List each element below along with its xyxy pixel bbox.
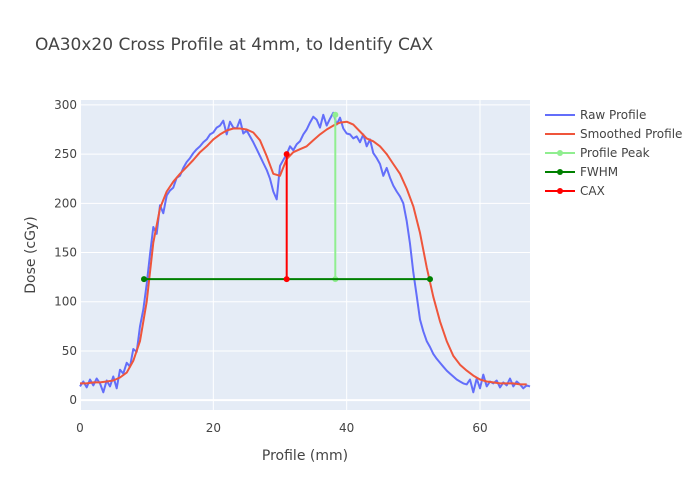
legend[interactable]: Raw Profile Smoothed Profile Profile Peak F… (545, 108, 682, 198)
marker-cax[interactable] (283, 151, 290, 158)
legend-label: Profile Peak (580, 146, 650, 160)
x-axis-title: Profile (mm) (262, 448, 348, 464)
legend-label: Raw Profile (580, 108, 646, 122)
chart-title: OA30x20 Cross Profile at 4mm, to Identif… (35, 35, 433, 55)
x-tick-label: 60 (472, 421, 487, 435)
y-tick-label: 150 (54, 246, 77, 260)
legend-item[interactable]: FWHM (545, 165, 618, 179)
series-line-smoothed-profile[interactable] (80, 120, 527, 386)
legend-label: FWHM (580, 165, 618, 179)
marker-fwhm[interactable] (427, 276, 433, 283)
series-layer (79, 111, 531, 394)
legend-item[interactable]: Smoothed Profile (545, 127, 682, 141)
legend-marker (557, 150, 563, 156)
legend-label: Smoothed Profile (580, 127, 682, 141)
axis-ticks: 0 20 40 60 0 50 100 150 200 250 300 (54, 98, 488, 435)
x-tick-label: 40 (339, 421, 354, 435)
legend-item[interactable]: CAX (545, 184, 605, 198)
y-tick-label: 200 (54, 196, 77, 210)
x-tick-label: 0 (76, 421, 84, 435)
y-axis-title: Dose (cGy) (23, 216, 39, 293)
marker-cax[interactable] (283, 276, 290, 283)
legend-item[interactable]: Raw Profile (545, 108, 646, 122)
legend-item[interactable]: Profile Peak (545, 146, 650, 160)
legend-marker (557, 169, 563, 175)
y-tick-label: 300 (54, 98, 77, 112)
marker-profile-peak[interactable] (332, 111, 339, 118)
y-tick-label: 50 (62, 344, 77, 358)
y-tick-label: 0 (69, 393, 77, 407)
y-tick-label: 100 (54, 295, 77, 309)
marker-fwhm[interactable] (141, 276, 147, 283)
x-tick-label: 20 (206, 421, 221, 435)
legend-marker (557, 188, 563, 194)
y-tick-label: 250 (54, 147, 77, 161)
grid-lines (79, 100, 530, 410)
legend-label: CAX (580, 184, 605, 198)
